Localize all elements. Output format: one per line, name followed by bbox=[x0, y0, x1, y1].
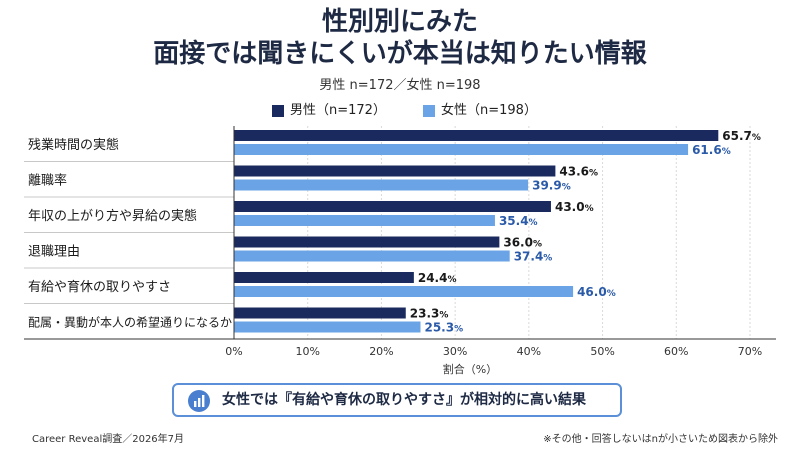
source-credit: Career Reveal調査／2026年7月 bbox=[32, 434, 185, 445]
bar-female bbox=[234, 179, 529, 191]
x-axis-title: 割合（%） bbox=[443, 362, 497, 376]
bar-female bbox=[234, 144, 689, 155]
data-label-male: 65.7% bbox=[722, 129, 761, 143]
chart-title-line2: 面接では聞きにくいが本当は知りたい情報 bbox=[153, 39, 647, 69]
data-label-female: 46.0% bbox=[577, 285, 616, 299]
legend-swatch-female bbox=[423, 105, 435, 117]
legend-swatch-male bbox=[272, 105, 284, 117]
category-label: 年収の上がり方や昇給の実態 bbox=[28, 208, 197, 224]
data-label-female: 39.9% bbox=[532, 179, 571, 193]
x-tick-label: 10% bbox=[295, 345, 319, 358]
data-label-female: 35.4% bbox=[499, 214, 538, 228]
x-tick-label: 30% bbox=[443, 345, 467, 358]
sample-size-subtitle: 男性 n=172／女性 n=198 bbox=[319, 78, 481, 93]
x-tick-label: 20% bbox=[369, 345, 393, 358]
bar-male bbox=[234, 236, 500, 248]
data-label-male: 24.4% bbox=[418, 271, 457, 285]
x-tick-label: 0% bbox=[225, 345, 242, 358]
bar-chart-icon bbox=[188, 390, 210, 412]
data-label-male: 43.6% bbox=[559, 165, 598, 179]
bar-male bbox=[234, 201, 551, 212]
category-label: 配属・異動が本人の希望通りになるか bbox=[28, 314, 232, 329]
footnote: ※その他・回答しないはnが小さいため図表から除外 bbox=[543, 434, 778, 445]
bar-female bbox=[234, 286, 574, 297]
bar-male bbox=[234, 307, 406, 319]
bar-female bbox=[234, 215, 495, 226]
x-tick-label: 60% bbox=[664, 345, 688, 358]
bar-male bbox=[234, 165, 556, 177]
category-label: 離職率 bbox=[28, 172, 67, 188]
legend: 男性（n=172） 女性（n=198） bbox=[0, 103, 800, 119]
bar-male bbox=[234, 272, 414, 283]
category-label: 退職理由 bbox=[28, 244, 80, 259]
bar-male bbox=[234, 130, 719, 141]
x-tick-label: 50% bbox=[590, 345, 614, 358]
bar-chart: 0% 10% 20% 30% 40% 50% 60% 70% 残業時間の実態離職率年収の上がり方… bbox=[24, 126, 776, 376]
data-label-female: 25.3% bbox=[424, 321, 463, 335]
callout-box: 女性では『有給や育休の取りやすさ』が相対的に高い結果 bbox=[172, 383, 622, 417]
data-label-female: 61.6% bbox=[692, 143, 731, 157]
category-label: 有給や育休の取りやすさ bbox=[28, 279, 171, 295]
legend-label-female: 女性（n=198） bbox=[441, 103, 537, 118]
x-tick-label: 70% bbox=[738, 345, 762, 358]
legend-label-male: 男性（n=172） bbox=[290, 103, 386, 118]
bar-female bbox=[234, 250, 510, 262]
data-label-female: 37.4% bbox=[514, 250, 553, 264]
data-label-male: 23.3% bbox=[410, 307, 449, 321]
x-tick-label: 40% bbox=[517, 345, 541, 358]
data-label-male: 36.0% bbox=[503, 236, 542, 250]
chart-title-line1: 性別別にみた bbox=[321, 7, 478, 37]
bar-female bbox=[234, 321, 421, 333]
category-label: 残業時間の実態 bbox=[28, 137, 119, 153]
callout-text: 女性では『有給や育休の取りやすさ』が相対的に高い結果 bbox=[222, 392, 586, 408]
data-label-male: 43.0% bbox=[555, 200, 594, 214]
